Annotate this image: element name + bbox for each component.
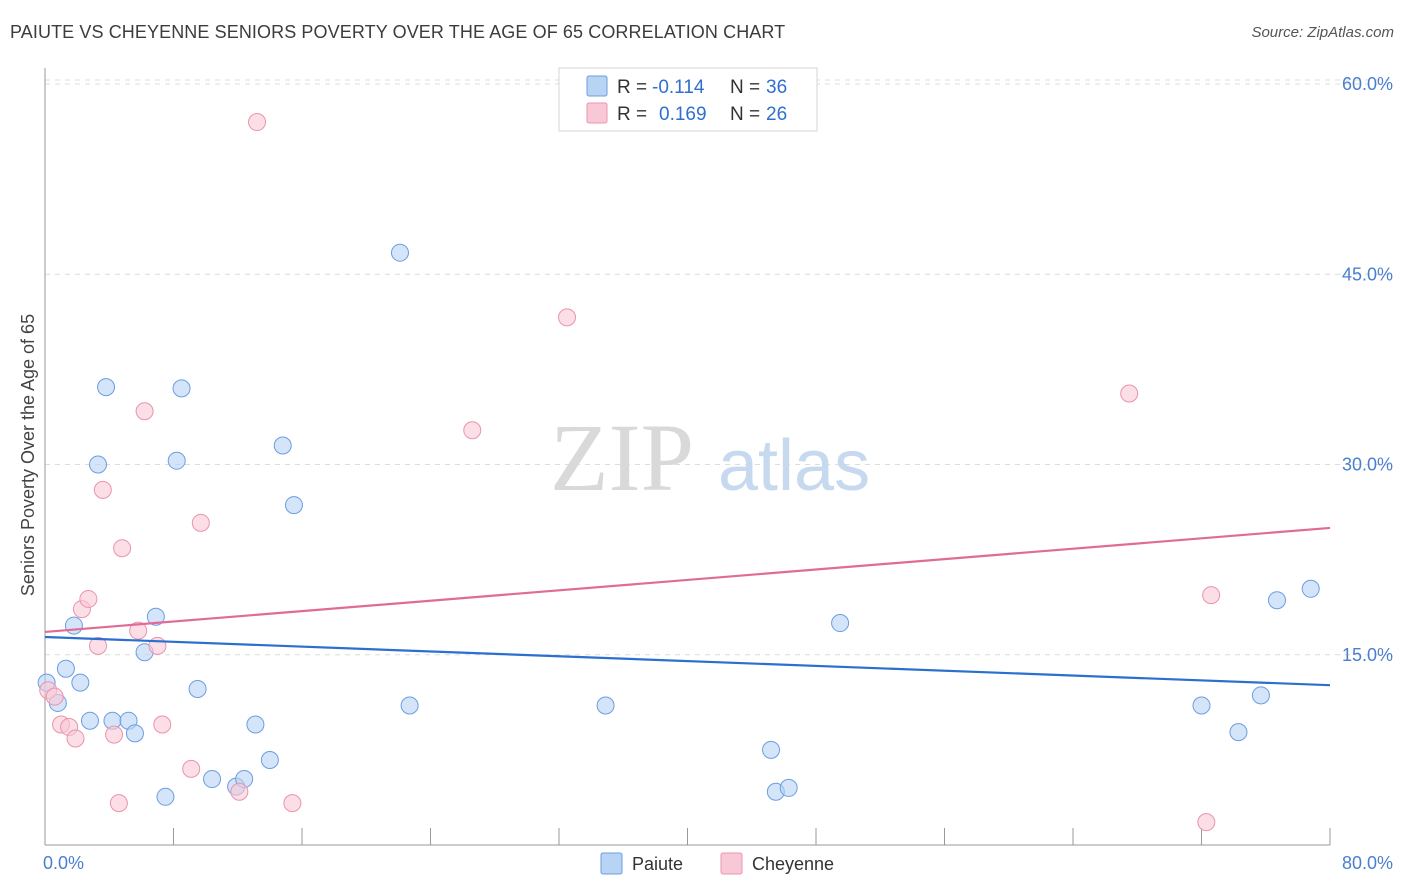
paiute-point-22 <box>273 436 292 455</box>
legend: R = -0.114 N = 36 R = 0.169 N = 26 <box>558 67 818 132</box>
x-tick-labels: 0.0% 80.0% <box>43 853 1393 873</box>
cheyenne-point-6 <box>79 589 98 608</box>
cheyenne-point-25 <box>1202 586 1221 605</box>
paiute-point-3 <box>64 616 83 635</box>
cheyenne-point-21 <box>463 421 482 440</box>
paiute-point-7 <box>97 378 116 397</box>
cheyenne-point-24 <box>1197 813 1216 832</box>
x-tick-label-min: 0.0% <box>43 853 84 873</box>
paiute-point-12 <box>146 607 165 626</box>
bottom-legend-swatch-paiute <box>600 852 623 875</box>
paiute-point-21 <box>260 751 279 770</box>
paiute-point-4 <box>71 673 90 692</box>
cheyenne-point-15 <box>153 715 172 734</box>
chart-title: PAIUTE VS CHEYENNE SENIORS POVERTY OVER … <box>10 22 786 42</box>
paiute-point-24 <box>390 243 409 262</box>
paiute-point-35 <box>1301 579 1320 598</box>
legend-swatch-cheyenne <box>586 102 608 124</box>
cheyenne-point-23 <box>1120 384 1139 403</box>
legend-n-label-cheyenne: N = <box>730 104 760 125</box>
paiute-point-30 <box>831 614 850 633</box>
bottom-legend-label-cheyenne: Cheyenne <box>752 854 834 874</box>
grid-lines <box>45 79 1395 656</box>
paiute-point-13 <box>156 787 175 806</box>
cheyenne-point-11 <box>113 539 132 558</box>
cheyenne-point-19 <box>248 113 267 132</box>
legend-r-value-paiute: -0.114 <box>652 77 705 98</box>
y-tick-label-45: 45.0% <box>1342 264 1393 284</box>
axes <box>44 68 1331 846</box>
cheyenne-point-7 <box>89 636 108 655</box>
paiute-point-34 <box>1267 591 1286 610</box>
paiute-point-32 <box>1229 723 1248 742</box>
paiute-trend-line <box>44 635 1331 687</box>
paiute-point-23 <box>284 496 303 515</box>
paiute-point-25 <box>400 696 419 715</box>
paiute-point-14 <box>167 451 186 470</box>
bottom-legend-label-paiute: Paiute <box>632 854 683 874</box>
cheyenne-point-20 <box>283 794 302 813</box>
paiute-point-10 <box>125 724 144 743</box>
legend-n-label-paiute: N = <box>730 77 760 98</box>
trend-lines <box>44 526 1331 687</box>
watermark: ZIP atlas <box>550 404 870 511</box>
paiute-point-16 <box>188 679 207 698</box>
cheyenne-trend-line <box>44 526 1331 634</box>
cheyenne-point-13 <box>135 402 154 421</box>
cheyenne-point-1 <box>45 687 64 706</box>
y-axis-label: Seniors Poverty Over the Age of 65 <box>18 314 38 596</box>
bottom-legend-swatch-cheyenne <box>720 852 743 875</box>
cheyenne-point-4 <box>66 729 85 748</box>
y-tick-label-30: 30.0% <box>1342 455 1393 475</box>
legend-n-value-cheyenne: 26 <box>766 104 787 125</box>
legend-r-value-cheyenne: 0.169 <box>659 104 707 125</box>
cheyenne-point-9 <box>105 725 124 744</box>
cheyenne-point-17 <box>191 513 210 532</box>
paiute-point-17 <box>203 770 222 789</box>
legend-swatch-paiute <box>586 75 608 97</box>
y-tick-label-15: 15.0% <box>1342 645 1393 665</box>
paiute-point-33 <box>1251 686 1270 705</box>
paiute-point-2 <box>56 659 75 678</box>
watermark-zip: ZIP <box>550 404 694 511</box>
watermark-atlas: atlas <box>718 426 870 506</box>
cheyenne-point-22 <box>558 308 577 327</box>
paiute-point-29 <box>779 778 798 797</box>
paiute-point-15 <box>172 379 191 398</box>
legend-n-value-paiute: 36 <box>766 77 787 98</box>
cheyenne-point-12 <box>129 621 148 640</box>
cheyenne-point-16 <box>182 759 201 778</box>
source-label: Source: ZipAtlas.com <box>1251 24 1394 41</box>
data-points <box>37 113 1320 832</box>
paiute-point-27 <box>762 740 781 759</box>
cheyenne-point-10 <box>109 794 128 813</box>
paiute-point-6 <box>89 455 108 474</box>
y-tick-label-60: 60.0% <box>1342 74 1393 94</box>
paiute-point-5 <box>80 711 99 730</box>
legend-r-label-paiute: R = <box>617 77 647 98</box>
y-tick-labels: 15.0% 30.0% 45.0% 60.0% <box>1342 74 1393 665</box>
bottom-legend: Paiute Cheyenne <box>600 852 834 875</box>
cheyenne-point-18 <box>230 782 249 801</box>
x-tick-label-max: 80.0% <box>1342 853 1393 873</box>
legend-r-label-cheyenne: R = <box>617 104 647 125</box>
cheyenne-point-8 <box>93 480 112 499</box>
paiute-point-26 <box>596 696 615 715</box>
paiute-point-20 <box>246 715 265 734</box>
paiute-point-31 <box>1192 696 1211 715</box>
